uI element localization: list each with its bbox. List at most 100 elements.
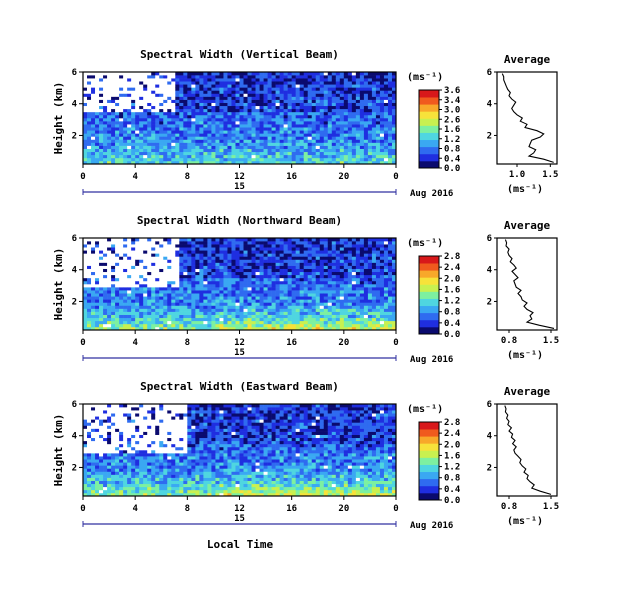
heatmap-cell xyxy=(123,81,128,85)
heatmap-cell xyxy=(159,256,164,260)
heatmap-cell xyxy=(311,72,317,76)
heatmap-cell xyxy=(263,290,268,294)
heatmap-cell xyxy=(387,142,393,146)
heatmap-cell xyxy=(211,75,216,79)
heatmap-cell xyxy=(155,108,160,113)
heatmap-cell xyxy=(315,250,321,254)
heatmap-cell xyxy=(91,311,96,315)
heatmap-cell xyxy=(223,108,228,113)
heatmap-cell xyxy=(95,114,100,119)
heatmap-cell xyxy=(195,259,200,263)
heatmap-cell xyxy=(367,250,373,254)
heatmap-cell xyxy=(227,262,232,266)
heatmap-cell xyxy=(263,253,268,257)
heatmap-cell xyxy=(383,72,389,76)
heatmap-cell xyxy=(215,250,220,254)
heatmap-cell xyxy=(99,102,104,107)
heatmap-cell xyxy=(299,72,304,76)
heatmap-cell xyxy=(151,305,156,309)
heatmap-cell xyxy=(291,157,296,162)
heatmap-cell xyxy=(203,160,208,165)
heatmap-cell xyxy=(99,148,104,153)
heatmap-cell xyxy=(299,311,304,315)
heatmap-cell xyxy=(303,244,309,248)
heatmap-cell xyxy=(319,99,325,103)
heatmap-cell xyxy=(347,87,353,91)
y-axis-label: Height (km) xyxy=(52,82,65,155)
heatmap-cell xyxy=(279,142,284,146)
heatmap-cell xyxy=(231,244,236,248)
heatmap-cell xyxy=(295,244,300,248)
heatmap-cell xyxy=(103,293,108,297)
heatmap-cell xyxy=(115,81,120,85)
heatmap-cell xyxy=(327,293,333,297)
heatmap-cell xyxy=(355,280,361,285)
heatmap-cell xyxy=(323,317,329,322)
heatmap-cell xyxy=(247,323,252,328)
heatmap-cell xyxy=(227,75,232,79)
heatmap-cell xyxy=(203,133,208,137)
heatmap-cell xyxy=(219,148,224,153)
heatmap-cell xyxy=(367,105,373,110)
heatmap-cell xyxy=(299,290,304,294)
heatmap-cell xyxy=(211,145,216,149)
heatmap-cell xyxy=(215,323,220,328)
heatmap-cell xyxy=(347,280,353,285)
heatmap-cell xyxy=(351,290,357,294)
heatmap-cell xyxy=(151,114,156,119)
heatmap-cell xyxy=(211,93,216,97)
heatmap-cell xyxy=(387,256,393,260)
heatmap-cell xyxy=(99,250,104,254)
heatmap-cell xyxy=(335,274,341,279)
heatmap-cell xyxy=(339,108,345,113)
heatmap-cell xyxy=(251,250,256,254)
heatmap-cell xyxy=(343,84,349,88)
heatmap-cell xyxy=(331,99,337,103)
heatmap-cell xyxy=(363,75,369,79)
heatmap-cell xyxy=(207,256,212,260)
x-tick-label: 0 xyxy=(393,172,398,182)
heatmap-cell xyxy=(275,108,280,113)
panel-2: Spectral Width (Eastward Beam)0 4 8 12 16 20 0… xyxy=(52,380,559,531)
heatmap-cell xyxy=(87,256,92,260)
heatmap-cell xyxy=(147,84,152,88)
heatmap-cell xyxy=(155,118,160,122)
heatmap-cell xyxy=(295,102,300,107)
heatmap-cell xyxy=(275,308,280,312)
heatmap-cell xyxy=(131,287,136,291)
heatmap-cell xyxy=(263,326,268,331)
heatmap-cell xyxy=(259,72,264,76)
heatmap-cell xyxy=(323,308,329,312)
heatmap-cell xyxy=(319,157,325,162)
heatmap-cell xyxy=(159,268,164,273)
heatmap-cell xyxy=(275,93,280,97)
heatmap-cell xyxy=(211,308,216,312)
heatmap-cell xyxy=(99,256,104,260)
heatmap-cell xyxy=(271,142,276,146)
heatmap-cell xyxy=(351,75,357,79)
heatmap-cell xyxy=(371,265,377,269)
heatmap-cell xyxy=(279,244,284,248)
heatmap-cell xyxy=(95,99,100,103)
heatmap-cell xyxy=(103,154,108,159)
heatmap-cell xyxy=(223,241,228,245)
heatmap-cell xyxy=(379,157,385,162)
heatmap-cell xyxy=(383,302,389,306)
heatmap-cell xyxy=(83,296,88,300)
heatmap-cell xyxy=(243,247,248,251)
heatmap-cell xyxy=(363,284,369,288)
heatmap-cell xyxy=(223,72,228,76)
heatmap-cell xyxy=(155,259,160,263)
heatmap-cell xyxy=(95,413,100,417)
heatmap-cell xyxy=(323,311,329,315)
heatmap-cell xyxy=(187,265,192,269)
heatmap-cell xyxy=(287,268,292,273)
heatmap-cell xyxy=(379,284,385,288)
heatmap-cell xyxy=(299,302,304,306)
heatmap-cell xyxy=(259,136,264,140)
heatmap-cell xyxy=(199,148,204,153)
heatmap-cell xyxy=(315,96,321,100)
heatmap-cell xyxy=(359,139,365,143)
heatmap-cell xyxy=(363,256,369,260)
heatmap-cell xyxy=(299,157,304,162)
